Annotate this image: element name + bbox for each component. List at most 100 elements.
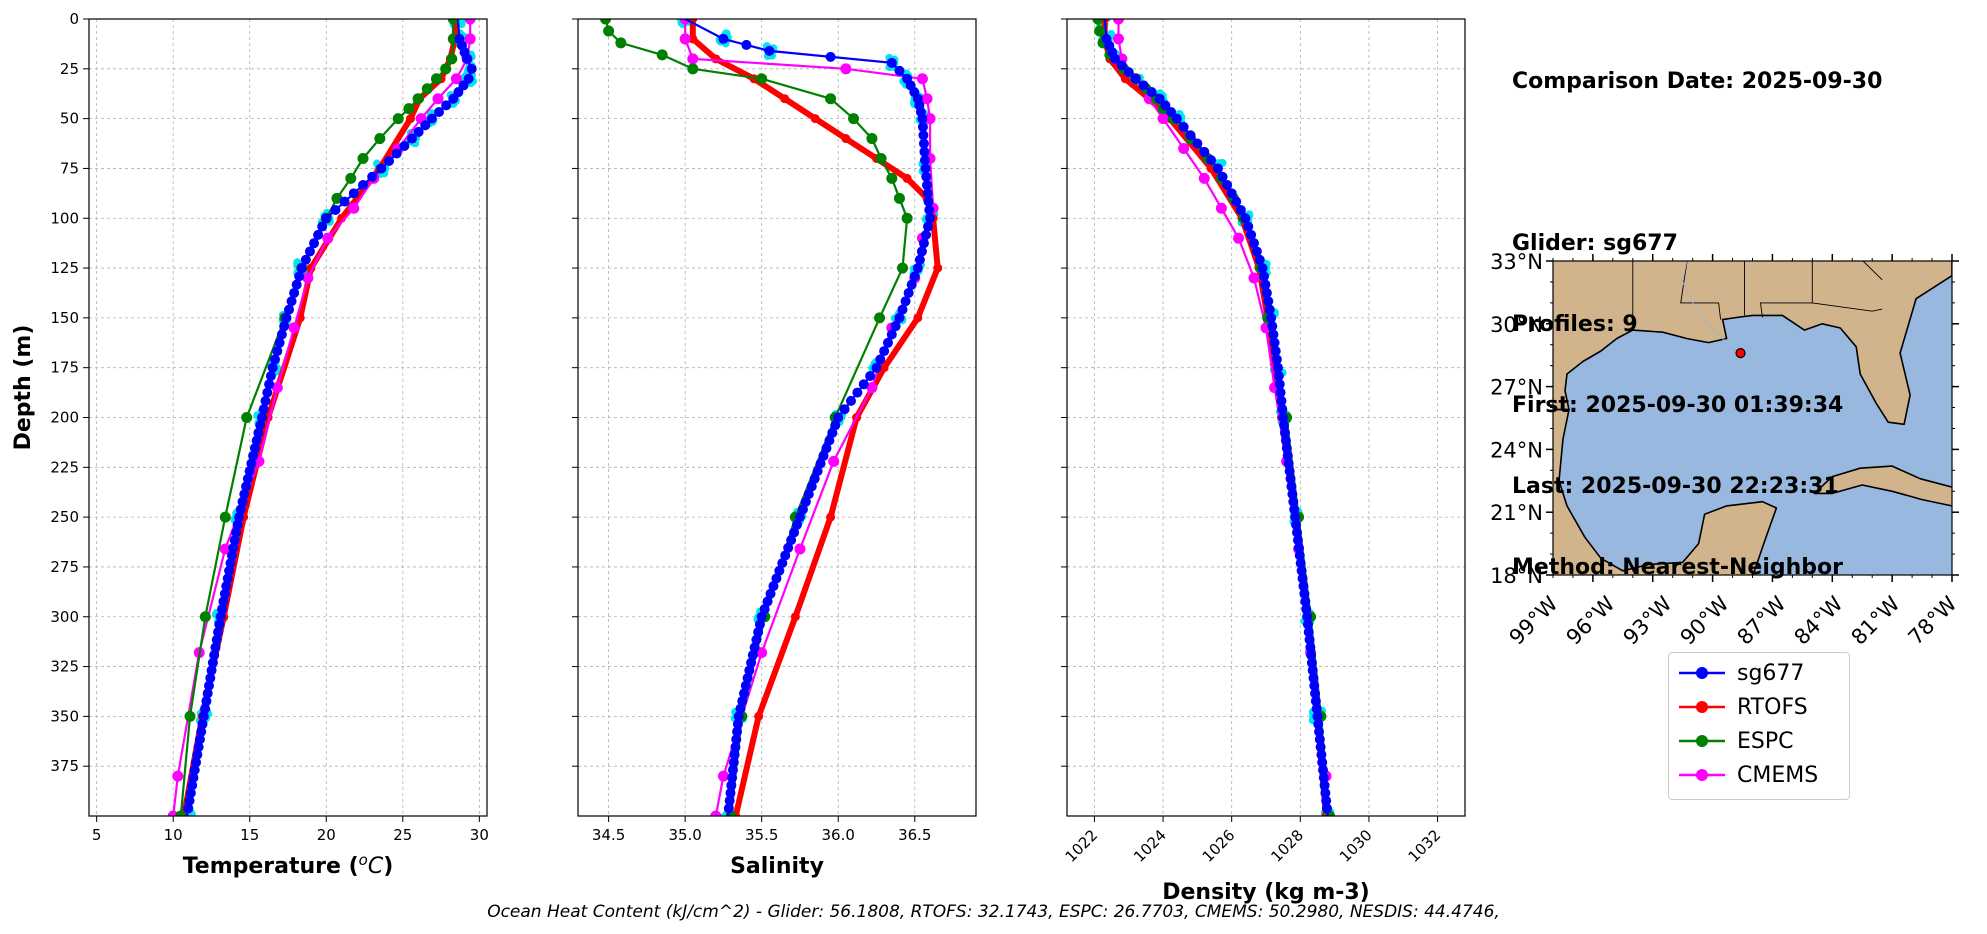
series-point-sg677 — [818, 450, 829, 461]
xtick-label: 1026 — [1199, 826, 1239, 866]
series-point-sg677 — [1320, 788, 1331, 799]
series-point-sg677 — [339, 196, 350, 207]
series-point-sg677 — [1264, 304, 1275, 315]
xtick-label: 10 — [164, 826, 183, 844]
series-point-sg677 — [1212, 163, 1223, 174]
legend-label-rtofs: RTOFS — [1737, 694, 1808, 720]
ytick-label: 25 — [60, 60, 79, 78]
series-point-cmems — [1215, 202, 1227, 214]
last-profile-time: Last: 2025-09-30 22:23:31 — [1512, 474, 1839, 499]
series-point-espc — [175, 810, 187, 816]
series-point-sg677 — [296, 263, 307, 274]
legend-item-cmems: CMEMS — [1677, 759, 1818, 791]
series-point-cmems — [687, 53, 699, 65]
series-point-sg677 — [448, 93, 459, 104]
ytick-label: 200 — [50, 409, 79, 427]
series-point-sg677 — [237, 496, 248, 507]
series-point-cmems — [1112, 33, 1124, 45]
series-point-sg677 — [1317, 757, 1328, 768]
series-point-sg677 — [255, 420, 266, 431]
series-point-sg677 — [1116, 60, 1127, 71]
map-ytick-label: 30°N — [1490, 313, 1543, 337]
series-point-sg677 — [825, 51, 836, 62]
series-point-sg677 — [256, 412, 267, 423]
series-point-sg677 — [1206, 155, 1217, 166]
map-ytick-label: 24°N — [1490, 438, 1543, 462]
series-point-rtofs — [405, 114, 415, 124]
series-point-sg677 — [194, 734, 205, 745]
series-point-sg677 — [1314, 734, 1325, 745]
series-point-sg677 — [812, 466, 823, 477]
series-point-sg677 — [193, 742, 204, 753]
series-point-sg677 — [809, 473, 820, 484]
series-point-sg677 — [309, 238, 320, 249]
series-point-sg677 — [211, 634, 222, 645]
ytick-label: 100 — [50, 209, 79, 227]
map-ytick-label: 18°N — [1490, 564, 1543, 588]
series-point-sg677 — [221, 581, 232, 592]
series-point-sg677 — [1285, 473, 1296, 484]
series-point-sg677 — [918, 238, 929, 249]
series-point-cmems — [1233, 232, 1245, 244]
series-point-sg677 — [183, 803, 194, 814]
map-ytick-label: 27°N — [1490, 376, 1543, 400]
ytick-label: 375 — [50, 757, 79, 775]
series-point-sg677 — [920, 163, 931, 174]
series-point-sg677 — [300, 254, 311, 265]
series-point-cmems — [464, 33, 476, 45]
series-point-sg677 — [1301, 604, 1312, 615]
glider-raw-point — [729, 815, 733, 816]
series-point-sg677 — [1270, 346, 1281, 357]
series-point-cmems — [432, 93, 444, 105]
series-point-sg677 — [725, 788, 736, 799]
map-ytick-label: 21°N — [1490, 501, 1543, 525]
series-point-sg677 — [269, 354, 280, 365]
series-point-sg677 — [923, 221, 934, 232]
series-line-sg677 — [1103, 19, 1329, 816]
series-point-sg677 — [215, 611, 226, 622]
series-point-sg677 — [1251, 246, 1262, 257]
series-point-sg677 — [1318, 765, 1329, 776]
series-point-espc — [897, 262, 909, 274]
series-point-cmems — [840, 63, 852, 75]
series-point-sg677 — [765, 588, 776, 599]
series-point-sg677 — [759, 604, 770, 615]
series-point-sg677 — [924, 204, 935, 215]
series-point-sg677 — [258, 404, 269, 415]
ohc-footer: Ocean Heat Content (kJ/cm^2) - Glider: 5… — [487, 902, 1500, 922]
series-point-sg677 — [764, 45, 775, 56]
series-point-sg677 — [198, 711, 209, 722]
series-point-sg677 — [726, 780, 737, 791]
series-point-sg677 — [1319, 780, 1330, 791]
series-point-sg677 — [917, 121, 928, 132]
series-point-sg677 — [724, 795, 735, 806]
series-point-sg677 — [226, 550, 237, 561]
plot-area — [600, 19, 943, 816]
ytick-label: 325 — [50, 658, 79, 676]
series-point-sg677 — [1160, 100, 1171, 111]
series-point-sg677 — [1275, 387, 1286, 398]
series-point-sg677 — [222, 573, 233, 584]
series-point-espc — [184, 710, 196, 722]
series-point-sg677 — [1263, 296, 1274, 307]
series-point-sg677 — [912, 263, 923, 274]
series-point-cmems — [866, 382, 878, 394]
series-point-sg677 — [317, 221, 328, 232]
series-point-sg677 — [1273, 370, 1284, 381]
series-point-sg677 — [1304, 634, 1315, 645]
series-point-sg677 — [1309, 680, 1320, 691]
series-point-sg677 — [727, 765, 738, 776]
series-point-espc — [440, 63, 452, 75]
series-point-sg677 — [253, 427, 264, 438]
series-point-sg677 — [909, 271, 920, 282]
series-point-espc — [615, 37, 627, 49]
series-point-sg677 — [242, 473, 253, 484]
series-point-sg677 — [276, 329, 287, 340]
series-point-sg677 — [919, 155, 930, 166]
series-point-sg677 — [903, 287, 914, 298]
series-point-cmems — [794, 543, 806, 555]
series-point-sg677 — [1110, 53, 1121, 64]
series-point-sg677 — [824, 435, 835, 446]
series-point-sg677 — [1123, 67, 1134, 78]
series-point-sg677 — [200, 703, 211, 714]
